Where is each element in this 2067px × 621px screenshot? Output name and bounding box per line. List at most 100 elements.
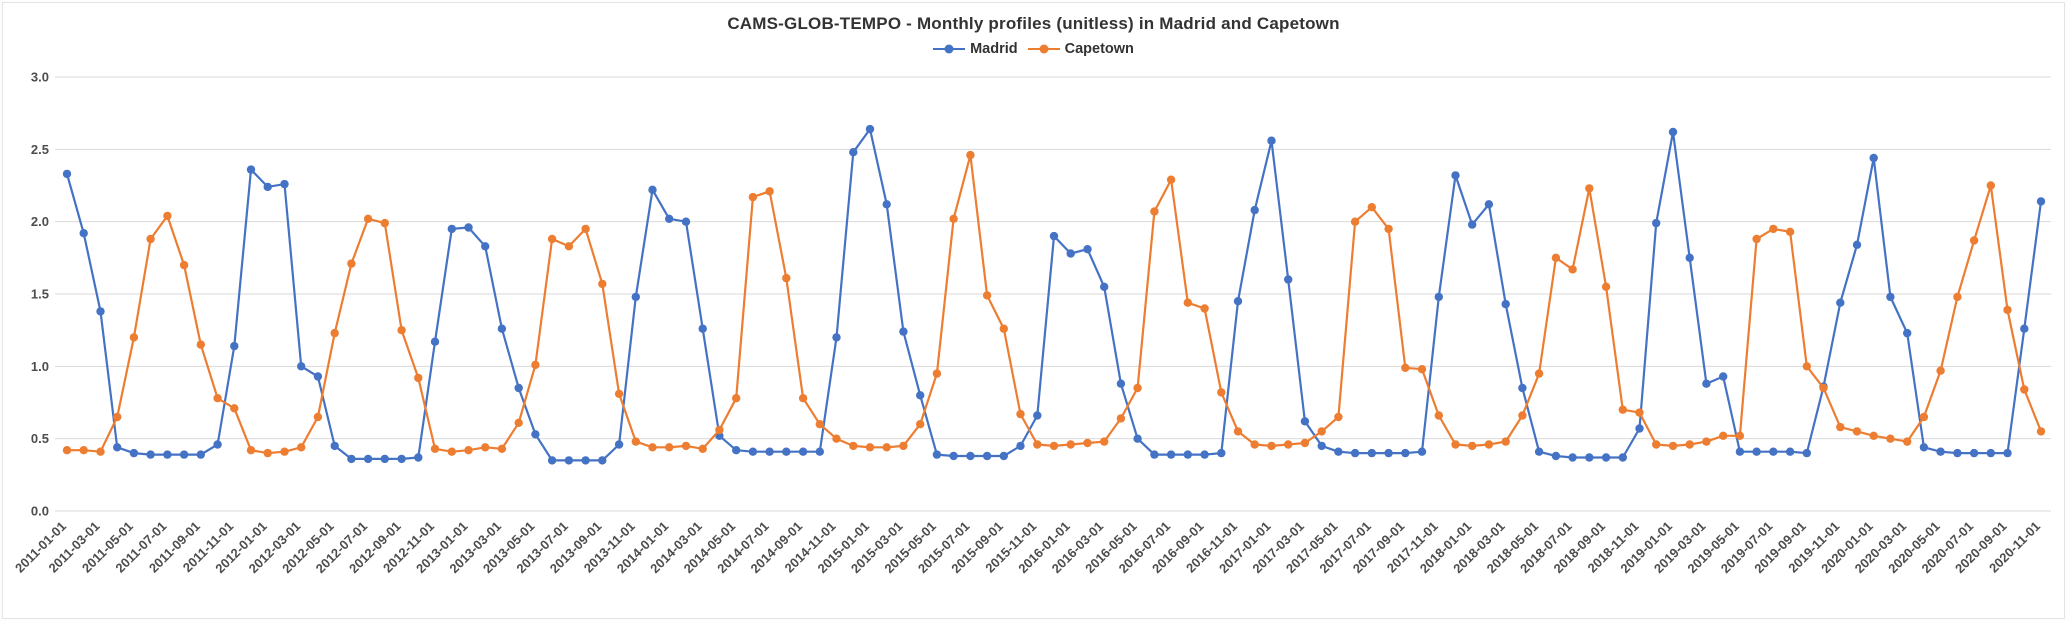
capetown-data-point-marker [113, 412, 122, 422]
capetown-data-point-marker [748, 192, 758, 202]
capetown-data-point-marker [982, 291, 992, 300]
madrid-line-marker-icon [933, 44, 966, 55]
legend-item-madrid: Madrid [933, 41, 1018, 57]
capetown-data-point-marker [1501, 437, 1510, 446]
capetown-data-point-marker [631, 437, 640, 446]
madrid-data-point-marker [1116, 379, 1126, 388]
capetown-data-point-marker [1016, 409, 1025, 419]
capetown-data-point-marker [1903, 437, 1912, 446]
madrid-data-point-marker [1033, 411, 1042, 420]
madrid-data-point-marker [1334, 447, 1343, 456]
capetown-data-point-marker [815, 420, 824, 429]
madrid-data-point-marker [1936, 447, 1945, 456]
madrid-data-point-marker [648, 185, 657, 194]
madrid-data-point-marker [1150, 450, 1159, 459]
capetown-data-point-marker [1233, 427, 1243, 436]
capetown-data-point-marker [146, 234, 155, 244]
capetown-data-point-marker [363, 214, 373, 223]
capetown-data-point-marker [732, 394, 741, 403]
capetown-data-point-marker [380, 218, 389, 228]
madrid-data-point-marker [547, 456, 557, 465]
madrid-data-point-marker [1284, 275, 1293, 284]
capetown-data-point-marker [698, 444, 707, 453]
madrid-data-point-marker [1953, 448, 1962, 458]
capetown-data-point-marker [999, 324, 1008, 333]
legend-label-capetown: Capetown [1064, 41, 1134, 57]
capetown-data-point-marker [1852, 427, 1862, 436]
y-axis-tick-label: 0.5 [31, 431, 49, 446]
madrid-data-point-marker [96, 307, 105, 316]
y-axis-tick-label: 0.0 [31, 504, 49, 519]
capetown-data-point-marker [1434, 411, 1444, 420]
capetown-data-point-marker [280, 447, 289, 456]
madrid-data-point-marker [1417, 447, 1427, 456]
madrid-data-point-marker [949, 451, 958, 461]
madrid-data-point-marker [982, 451, 992, 461]
capetown-data-point-marker [648, 443, 657, 452]
madrid-data-point-marker [932, 450, 942, 459]
capetown-data-point-marker [1150, 207, 1159, 216]
capetown-data-point-marker [79, 446, 88, 455]
capetown-data-point-marker [179, 260, 189, 270]
capetown-data-point-marker [96, 447, 105, 456]
madrid-data-point-marker [1919, 443, 1929, 452]
capetown-data-point-marker [1702, 437, 1711, 446]
capetown-data-point-marker [1534, 369, 1544, 378]
madrid-data-point-marker [916, 391, 925, 400]
capetown-data-point-marker [1451, 440, 1460, 449]
madrid-data-point-marker [1451, 171, 1460, 180]
capetown-data-point-marker [1936, 366, 1945, 375]
madrid-data-point-marker [2020, 324, 2029, 333]
capetown-data-point-marker [1100, 437, 1109, 446]
capetown-data-point-marker [598, 279, 607, 289]
capetown-data-point-marker [765, 187, 774, 196]
capetown-data-point-marker [1049, 441, 1059, 451]
madrid-data-point-marker [263, 182, 272, 192]
madrid-data-point-marker [163, 450, 172, 459]
madrid-data-point-marker [414, 453, 423, 462]
madrid-data-point-marker [798, 447, 808, 456]
capetown-data-point-marker [1116, 414, 1126, 423]
madrid-data-point-marker [631, 292, 640, 302]
madrid-data-point-marker [1217, 448, 1226, 458]
y-axis-tick-label: 1.0 [31, 359, 49, 374]
capetown-data-point-marker [1919, 412, 1929, 422]
madrid-data-point-marker [1300, 417, 1310, 426]
capetown-data-point-marker [1401, 363, 1410, 372]
madrid-data-point-marker [313, 372, 323, 381]
capetown-data-point-marker [1133, 383, 1142, 393]
capetown-data-point-marker [163, 211, 172, 221]
madrid-data-point-marker [146, 450, 155, 459]
madrid-data-point-marker [1601, 453, 1611, 462]
capetown-data-point-marker [1668, 441, 1678, 451]
capetown-data-point-marker [581, 224, 590, 234]
capetown-data-point-marker [62, 446, 72, 455]
madrid-data-point-marker [79, 229, 88, 238]
madrid-data-point-marker [765, 447, 774, 456]
capetown-data-point-marker [1250, 440, 1259, 449]
madrid-data-point-marker [999, 451, 1008, 461]
madrid-data-point-marker [1401, 448, 1410, 458]
capetown-data-point-marker [949, 214, 958, 223]
madrid-data-point-marker [363, 454, 373, 464]
madrid-data-point-marker [681, 217, 691, 226]
madrid-data-point-marker [213, 440, 222, 449]
y-axis-tick-label: 1.5 [31, 287, 49, 302]
madrid-data-point-marker [481, 242, 490, 251]
madrid-data-point-marker [1100, 282, 1109, 291]
capetown-data-point-marker [865, 443, 875, 452]
madrid-data-point-marker [1133, 434, 1142, 443]
madrid-data-point-marker [1166, 450, 1176, 459]
capetown-data-point-marker [1635, 408, 1644, 417]
capetown-data-point-marker [849, 441, 858, 451]
capetown-data-point-marker [916, 420, 925, 429]
madrid-data-point-marker [598, 456, 607, 465]
madrid-data-point-marker [1568, 453, 1577, 462]
capetown-data-point-marker [1518, 411, 1527, 420]
capetown-data-point-marker [1752, 234, 1761, 244]
madrid-data-point-marker [1685, 253, 1694, 262]
capetown-data-point-marker [1769, 224, 1778, 234]
madrid-data-point-marker [1802, 448, 1812, 458]
madrid-data-point-marker [1735, 447, 1745, 456]
madrid-data-point-marker [1200, 450, 1209, 459]
